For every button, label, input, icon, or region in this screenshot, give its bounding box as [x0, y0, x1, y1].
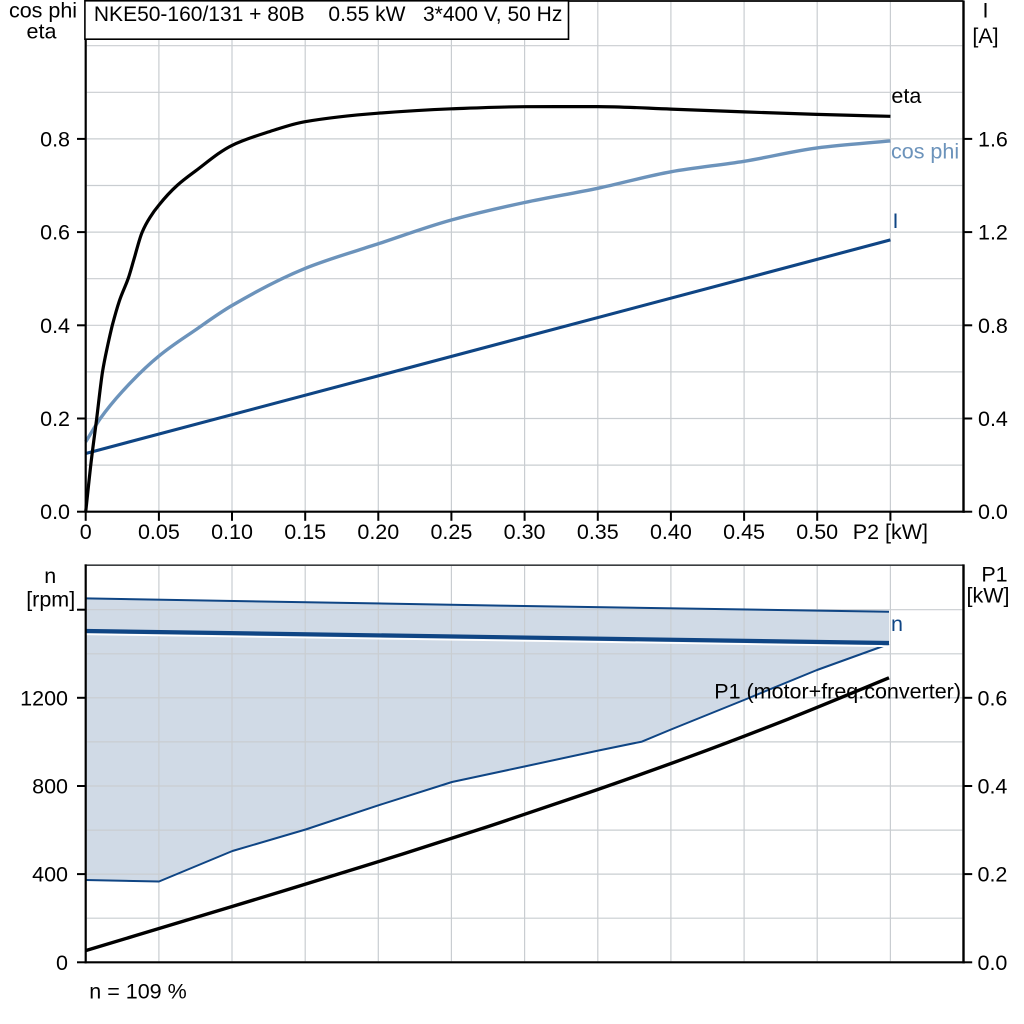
- svg-text:0: 0: [80, 520, 92, 544]
- svg-text:0.8: 0.8: [978, 314, 1008, 338]
- svg-text:P2 [kW]: P2 [kW]: [853, 520, 928, 544]
- svg-text:[A]: [A]: [972, 24, 998, 48]
- svg-text:n = 109 %: n = 109 %: [89, 980, 186, 1004]
- svg-text:P1: P1: [981, 563, 1007, 587]
- svg-text:0.8: 0.8: [40, 127, 70, 151]
- svg-text:0.25: 0.25: [430, 520, 472, 544]
- svg-text:1.2: 1.2: [978, 221, 1008, 245]
- svg-text:n: n: [44, 564, 56, 588]
- svg-text:800: 800: [32, 775, 68, 799]
- svg-text:0.2: 0.2: [40, 407, 70, 431]
- svg-text:0.50: 0.50: [796, 520, 838, 544]
- svg-text:0.20: 0.20: [357, 520, 399, 544]
- svg-text:1200: 1200: [20, 686, 68, 710]
- svg-text:cos phi: cos phi: [891, 140, 959, 164]
- svg-text:0.55 kW: 0.55 kW: [328, 3, 405, 26]
- svg-text:0.4: 0.4: [978, 775, 1008, 799]
- svg-text:0.40: 0.40: [650, 520, 692, 544]
- svg-text:3*400 V, 50 Hz: 3*400 V, 50 Hz: [423, 3, 562, 26]
- svg-text:0.2: 0.2: [978, 863, 1008, 887]
- svg-text:0.6: 0.6: [40, 221, 70, 245]
- svg-text:NKE50-160/131 + 80B: NKE50-160/131 + 80B: [94, 3, 305, 26]
- svg-text:0: 0: [56, 951, 68, 975]
- svg-text:0.4: 0.4: [978, 407, 1008, 431]
- svg-text:0.0: 0.0: [978, 951, 1008, 975]
- svg-text:0.0: 0.0: [978, 500, 1008, 524]
- svg-text:400: 400: [32, 863, 68, 887]
- svg-text:0.15: 0.15: [284, 520, 326, 544]
- svg-text:0.10: 0.10: [211, 520, 253, 544]
- svg-text:0.30: 0.30: [504, 520, 546, 544]
- svg-text:0.45: 0.45: [723, 520, 765, 544]
- svg-text:0.0: 0.0: [40, 500, 70, 524]
- svg-text:0.6: 0.6: [978, 686, 1008, 710]
- svg-text:n: n: [891, 612, 903, 636]
- svg-text:P1 (motor+freq.converter): P1 (motor+freq.converter): [714, 680, 961, 704]
- svg-text:1.6: 1.6: [978, 127, 1008, 151]
- svg-text:I: I: [983, 0, 989, 22]
- svg-text:[kW]: [kW]: [967, 584, 1010, 608]
- svg-text:0.4: 0.4: [40, 314, 70, 338]
- svg-text:I: I: [893, 209, 899, 233]
- svg-text:0.35: 0.35: [577, 520, 619, 544]
- svg-text:eta: eta: [891, 84, 921, 108]
- svg-text:cos phi: cos phi: [9, 0, 77, 22]
- svg-text:[rpm]: [rpm]: [26, 587, 75, 611]
- svg-text:0.05: 0.05: [138, 520, 180, 544]
- svg-text:eta: eta: [27, 19, 57, 43]
